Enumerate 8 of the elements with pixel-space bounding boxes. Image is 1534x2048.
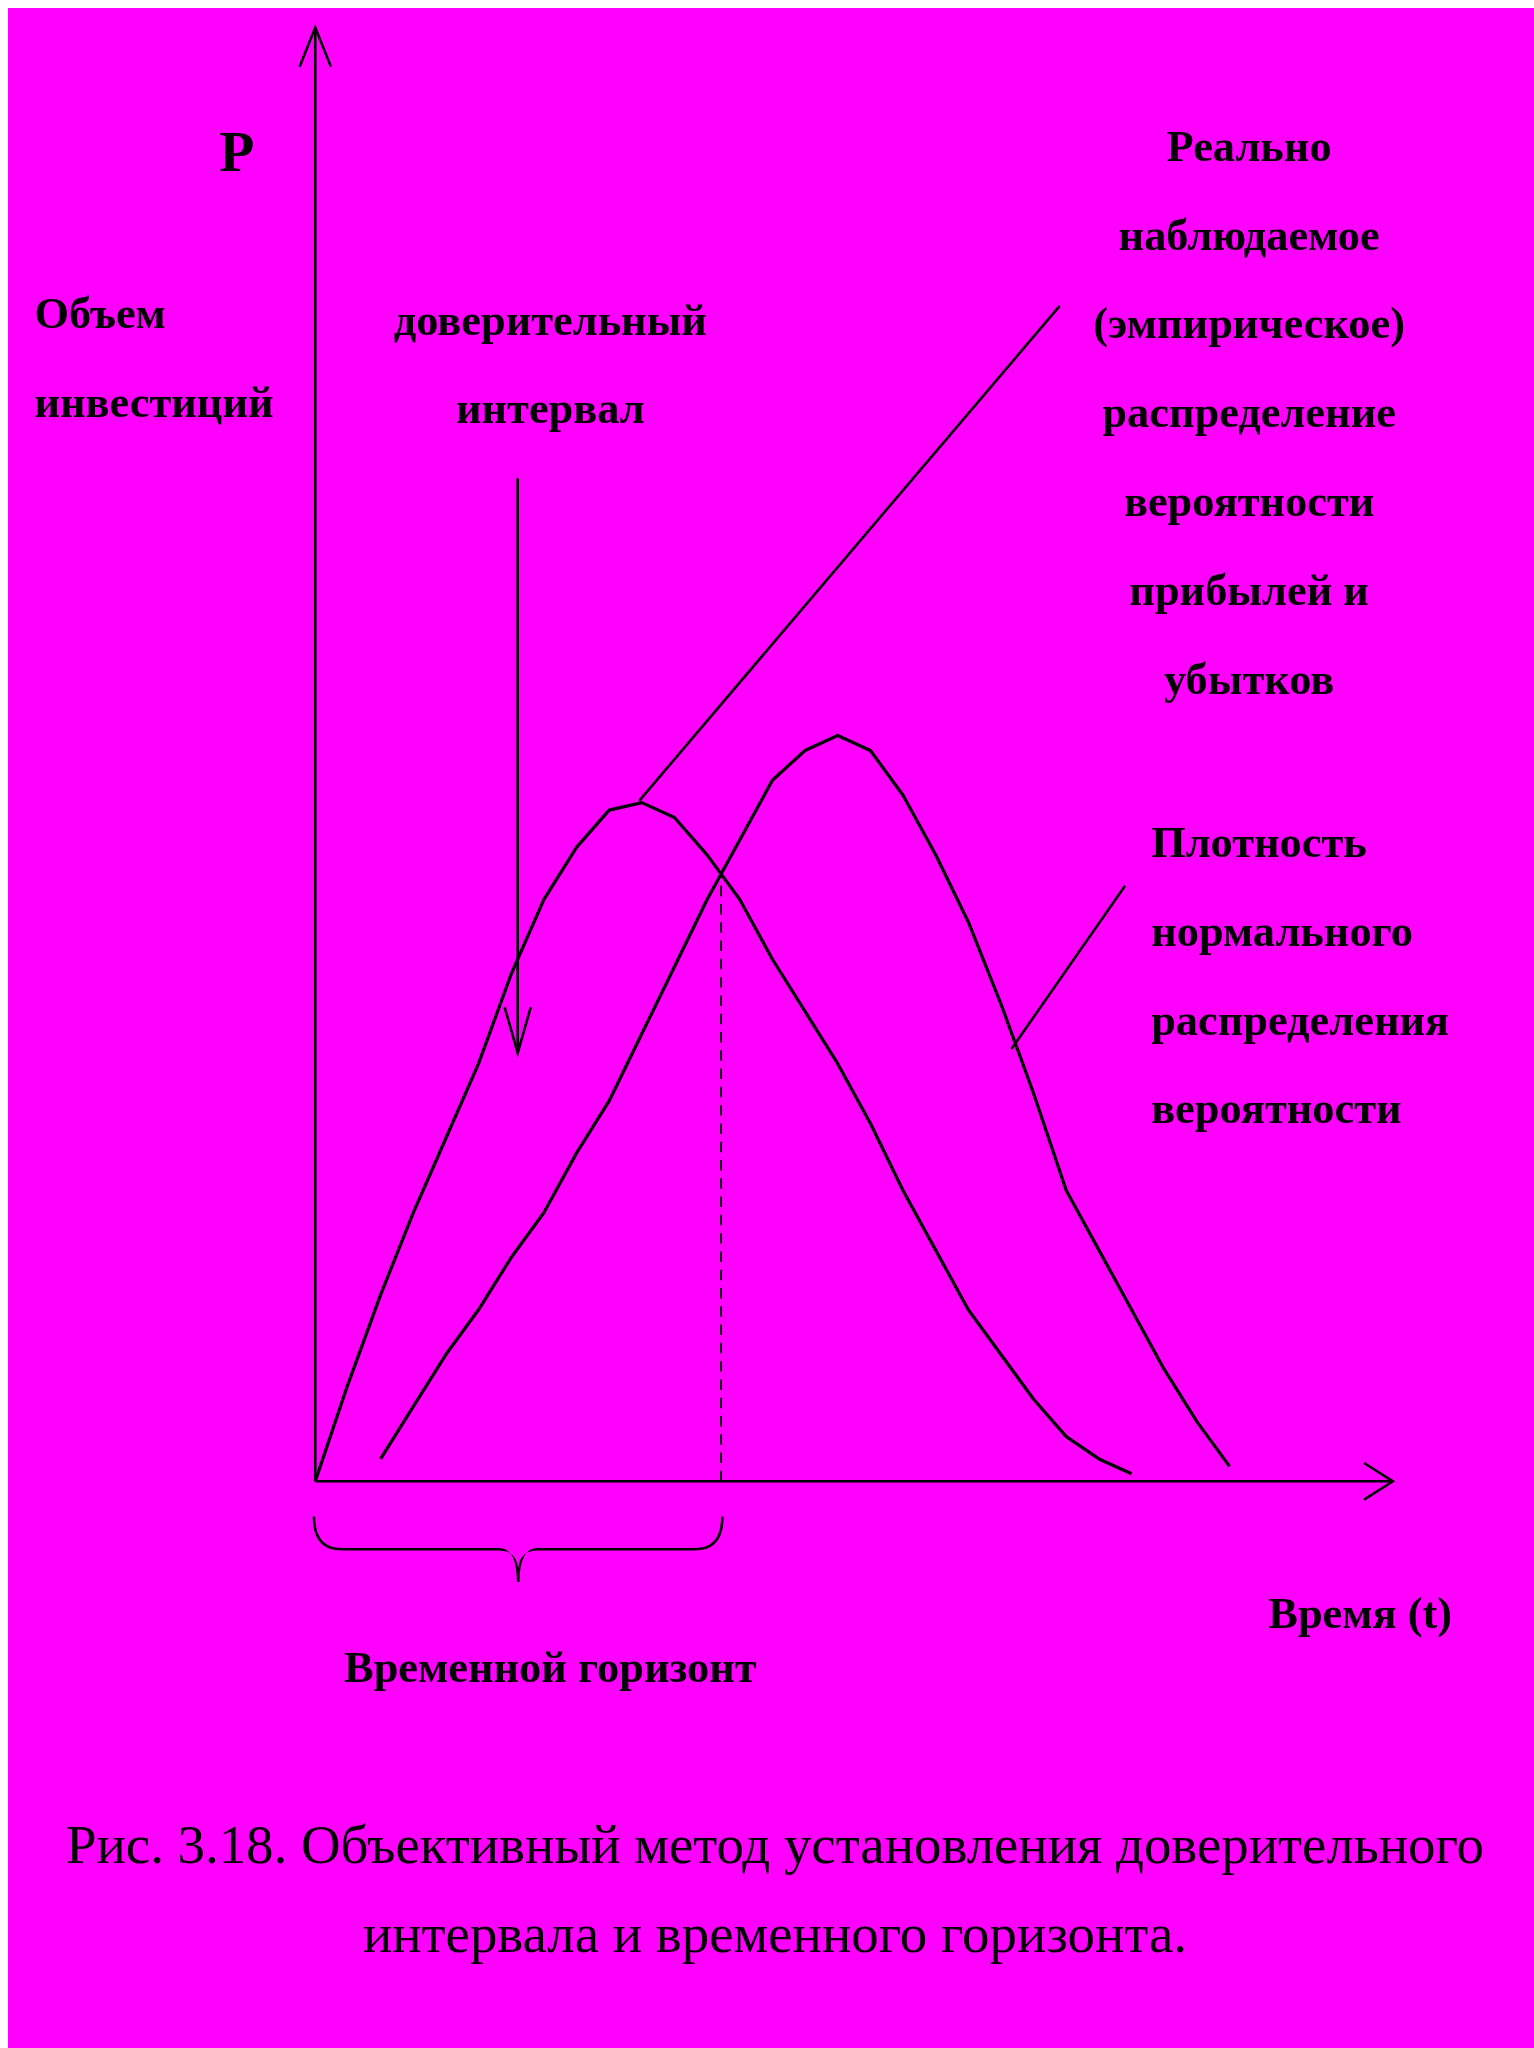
text: Рис. 3.18. Объективный метод установления доверительного интервала и временного горизонта. <box>65 1813 1485 1964</box>
text: Временной горизонт <box>344 1642 757 1693</box>
x-axis-title: Время (t) <box>1268 1587 1452 1638</box>
text: Плотность нормального распределения вероятности <box>1151 816 1450 1134</box>
text: P <box>219 120 255 184</box>
text: Объем инвестиций <box>34 288 274 427</box>
text: Реально наблюдаемое (эмпирическое) распределение вероятности прибылей и убытков <box>1093 120 1406 704</box>
text: доверительный интервал <box>393 294 707 434</box>
